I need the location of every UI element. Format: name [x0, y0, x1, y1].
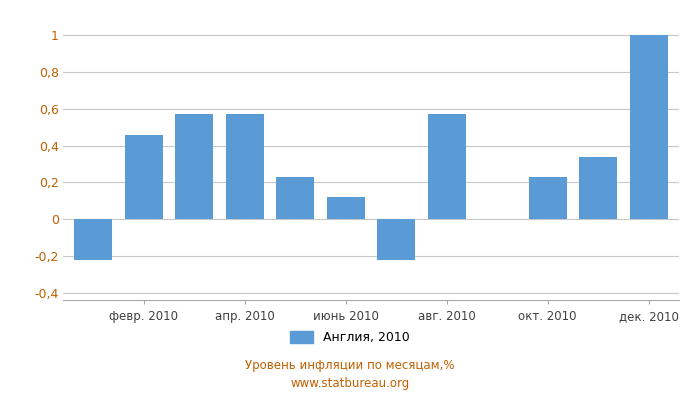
Bar — [74, 219, 112, 260]
Bar — [428, 114, 466, 219]
Legend: Англия, 2010: Англия, 2010 — [286, 326, 414, 349]
Bar — [377, 219, 415, 260]
Text: Уровень инфляции по месяцам,%: Уровень инфляции по месяцам,% — [245, 360, 455, 372]
Bar — [580, 157, 617, 219]
Bar — [125, 134, 162, 219]
Bar — [276, 177, 314, 219]
Bar — [630, 35, 668, 219]
Bar — [327, 197, 365, 219]
Bar — [175, 114, 214, 219]
Bar — [226, 114, 264, 219]
Text: www.statbureau.org: www.statbureau.org — [290, 378, 410, 390]
Bar — [528, 177, 567, 219]
